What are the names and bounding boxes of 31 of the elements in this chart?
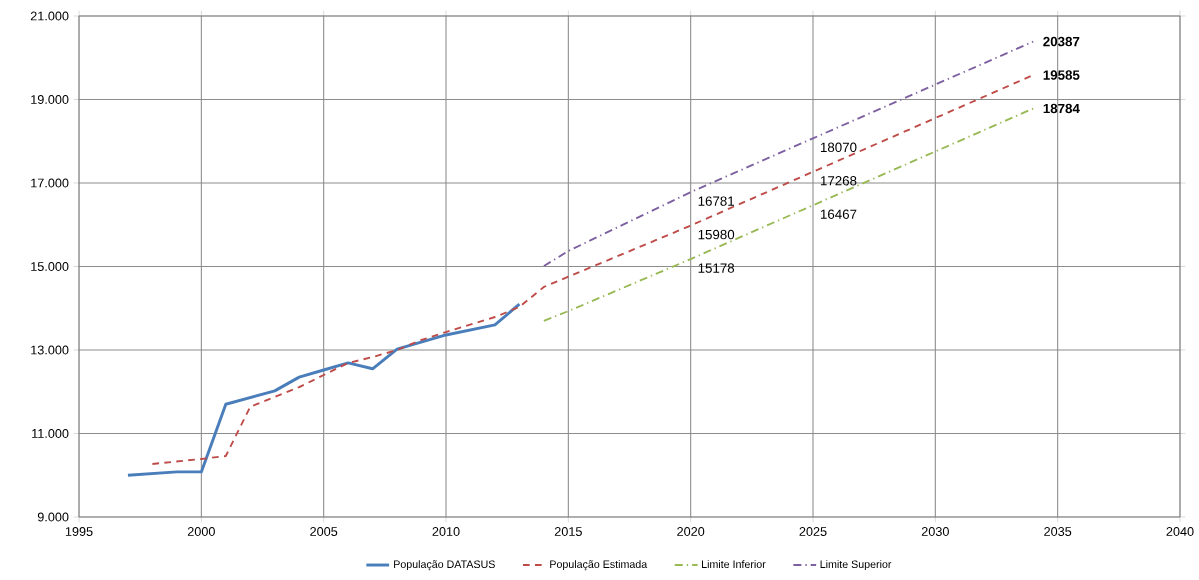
y-tick-label: 13.000 [31,345,69,355]
x-tick-label: 2015 [554,527,582,536]
legend-label: População Estimada [550,560,648,571]
x-tick-label: 2030 [921,527,949,536]
x-tick-label: 2000 [187,527,215,536]
y-tick-label: 17.000 [31,178,69,188]
legend-label: Limite Inferior [702,560,766,568]
legend-label: Limite Superior [820,560,892,571]
y-tick-label: 9.000 [37,512,69,522]
legend-label: População DATASUS [394,560,495,571]
x-tick-label: 2020 [677,527,705,536]
data-label: 16467 [820,209,857,219]
x-tick-label: 2025 [799,527,827,536]
y-tick-label: 11.000 [32,429,69,438]
data-label: 18070 [820,142,857,153]
x-tick-label: 2005 [310,527,338,536]
x-tick-label: 1995 [65,527,93,536]
data-label: 16781 [698,196,735,206]
data-label: 18784 [1043,103,1080,114]
x-tick-label: 2035 [1044,527,1072,536]
y-tick-label: 19.000 [31,95,69,104]
y-tick-label: 15.000 [31,262,69,271]
data-label: 20387 [1043,36,1080,47]
line-series [542,107,1035,322]
y-tick-label: 21.000 [30,11,69,21]
x-tick-label: 2010 [432,527,460,536]
data-label: 17268 [820,176,857,186]
data-label: 15980 [698,229,735,240]
x-tick-label: 2040 [1166,527,1194,536]
data-label: 19585 [1043,70,1080,80]
data-label: 15178 [698,263,735,273]
